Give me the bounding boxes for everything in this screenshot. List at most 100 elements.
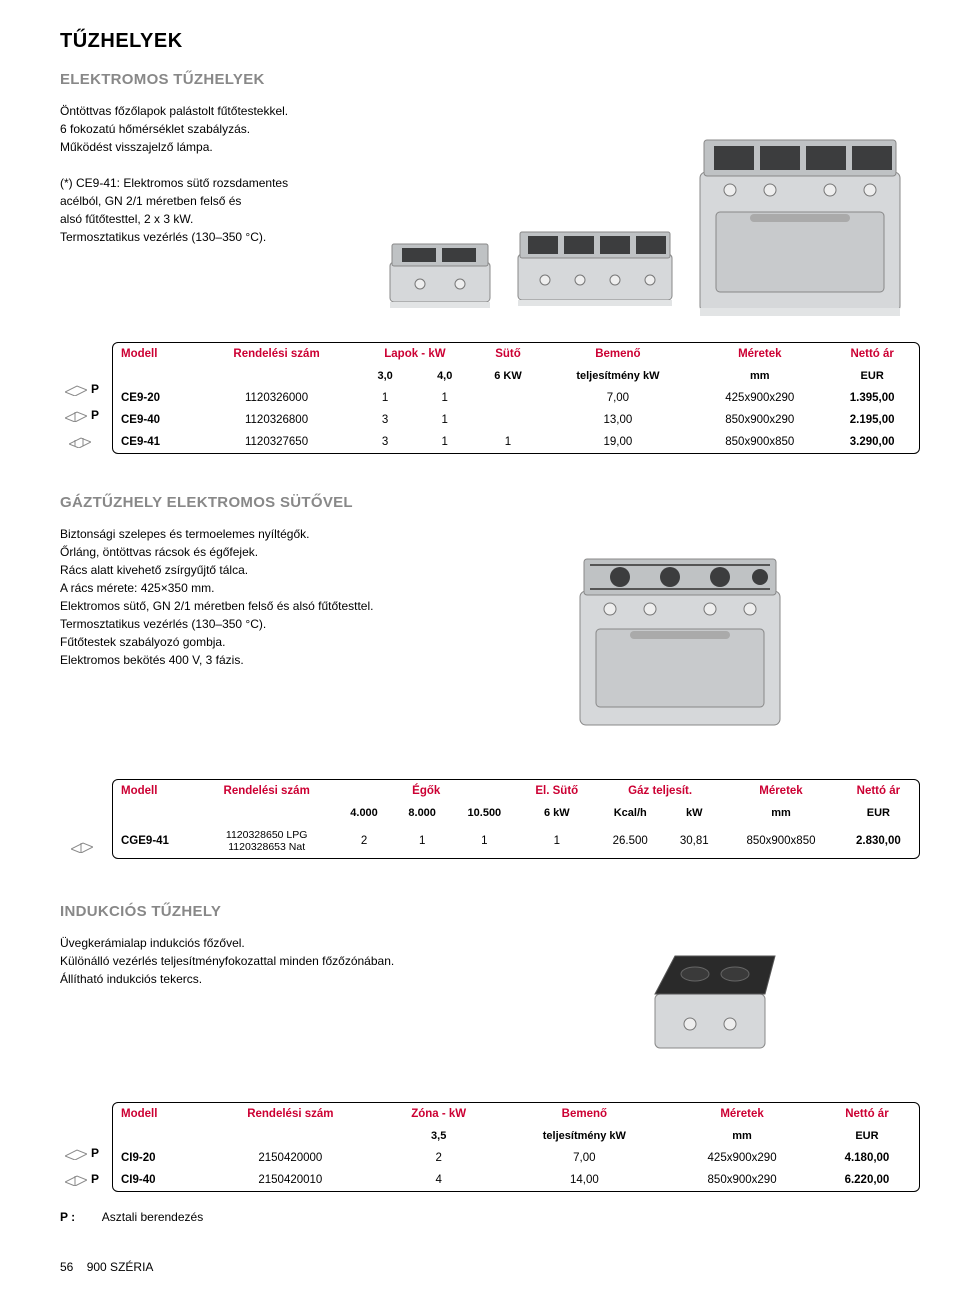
table-row: CGE9-41 1120328650 LPG 1120328653 Nat 2 … [113,824,919,858]
cell: 3.290,00 [825,431,919,453]
col-subheader: 4.000 [335,802,393,824]
intro-line: Öntöttvas főzőlapok palástolt fűtőtestek… [60,102,350,120]
table-row: CE9-40 1120326800 3 1 13,00 850x900x290 … [113,409,919,431]
cell: 2 [378,1147,500,1169]
module-icon [65,1172,87,1186]
footer-page: 56 [60,1260,73,1274]
module-icon [69,434,91,448]
intro-line: Fűtőtestek szabályozó gombja. [60,633,420,651]
col-subheader [203,1125,378,1147]
cell: 7,00 [542,387,695,409]
section3-intro: Üvegkerámialap indukciós főzővel. Különá… [60,934,480,988]
cell: 4.180,00 [815,1147,919,1169]
col-subheader: EUR [815,1125,919,1147]
intro-line: 6 fokozatú hőmérséklet szabályzás. [60,120,350,138]
module-icon [65,408,87,422]
intro-line: Biztonsági szelepes és termoelemes nyílt… [60,525,420,543]
prefix-label: P [91,382,99,396]
cell: 850x900x850 [724,824,838,858]
page-title: TŰZHELYEK [60,30,920,53]
gas-range-icon [570,525,790,735]
cell: 1.395,00 [825,387,919,409]
cell: 7,00 [499,1147,669,1169]
cell: CE9-40 [113,409,198,431]
footer: 56 900 SZÉRIA [60,1260,920,1274]
stove-medium-icon [510,192,680,322]
col-subheader: EUR [838,802,919,824]
cell: CI9-20 [113,1147,203,1169]
section2-title: GÁZTŰZHELY ELEKTROMOS SÜTŐVEL [60,494,920,511]
section3-images [500,934,920,1074]
col-subheader: 4,0 [415,365,475,387]
row-prefix: P [60,1166,104,1192]
cell: 1 [415,409,475,431]
section2-images [440,525,920,735]
table-row: CI9-40 2150420010 4 14,00 850x900x290 6.… [113,1169,919,1191]
cell: 850x900x290 [669,1169,815,1191]
col-subheader: kW [664,802,724,824]
intro-line: Üvegkerámialap indukciós főzővel. [60,934,480,952]
cell: 4 [378,1169,500,1191]
section1-images [370,102,920,322]
cell: 850x900x850 [694,431,825,453]
col-subheader: 10.500 [451,802,517,824]
intro-line: Termosztatikus vezérlés (130–350 °C). [60,615,420,633]
col-header: El. Sütő [518,780,597,802]
col-subheader: 3,5 [378,1125,500,1147]
cell: 1 [451,824,517,858]
section1-title: ELEKTROMOS TŰZHELYEK [60,71,920,88]
cell: 1 [393,824,451,858]
col-subheader: EUR [825,365,919,387]
cell: 2 [335,824,393,858]
col-subheader [113,1125,203,1147]
intro-line: Elektromos bekötés 400 V, 3 fázis. [60,651,420,669]
col-header: Gáz teljesít. [596,780,724,802]
module-icon [71,839,93,853]
section1-intro: Öntöttvas főzőlapok palástolt fűtőtestek… [60,102,350,156]
intro-line: Termosztatikus vezérlés (130–350 °C). [60,228,350,246]
intro-line: Őrláng, öntöttvas rácsok és égőfejek. [60,543,420,561]
col-header: Lapok - kW [355,343,474,365]
cell: 425x900x290 [694,387,825,409]
prefix-label: P [91,1172,99,1186]
row-prefix [60,833,104,859]
section2-table: Modell Rendelési szám Égők El. Sütő Gáz … [112,779,920,859]
induction-hob-icon [635,934,785,1074]
col-header: Modell [113,780,198,802]
intro-line: A rács mérete: 425×350 mm. [60,579,420,597]
module-icon [65,1146,87,1160]
cell: 1120327650 [198,431,356,453]
col-subheader: 8.000 [393,802,451,824]
col-header: Rendelési szám [203,1103,378,1125]
col-header: Nettó ár [825,343,919,365]
cell: 30,81 [664,824,724,858]
cell: 3 [355,431,415,453]
cell: 6.220,00 [815,1169,919,1191]
row-prefix: P [60,402,104,428]
p-note-text: Asztali berendezés [102,1210,203,1224]
intro-line: alsó fűtőtesttel, 2 x 3 kW. [60,210,350,228]
stove-small-icon [380,202,500,322]
row-prefix: P [60,1140,104,1166]
intro-line: Működést visszajelző lámpa. [60,138,350,156]
col-subheader [198,802,335,824]
col-header: Nettó ár [838,780,919,802]
intro-line: acélból, GN 2/1 méretben felső és [60,192,350,210]
cell: CE9-41 [113,431,198,453]
cell: 1120328650 LPG 1120328653 Nat [198,824,335,858]
cell: 19,00 [542,431,695,453]
table-row: CE9-20 1120326000 1 1 7,00 425x900x290 1… [113,387,919,409]
cell: 14,00 [499,1169,669,1191]
col-header: Bemenő [499,1103,669,1125]
cell: 1 [518,824,597,858]
col-header: Égők [335,780,518,802]
col-header: Rendelési szám [198,343,356,365]
col-subheader: mm [724,802,838,824]
col-subheader: teljesítmény kW [499,1125,669,1147]
cell: 1 [475,431,542,453]
p-note: P : Asztali berendezés [60,1210,920,1224]
col-subheader: mm [694,365,825,387]
col-header: Méretek [669,1103,815,1125]
table-row: CE9-41 1120327650 3 1 1 19,00 850x900x85… [113,431,919,453]
cell: 425x900x290 [669,1147,815,1169]
